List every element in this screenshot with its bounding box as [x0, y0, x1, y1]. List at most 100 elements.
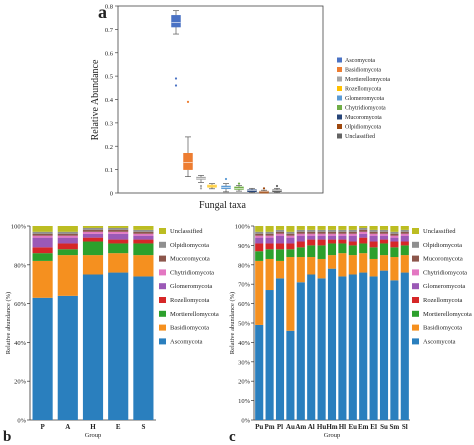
- c-bar-al-chytridiomycota: [307, 233, 316, 236]
- outlier-mortierellomycota: [199, 187, 203, 190]
- c-bar-sl-mortierellomycota: [400, 245, 409, 256]
- c-y-tick-label: 0%: [241, 418, 250, 425]
- b-bar-e-basidiomycota: [108, 253, 129, 273]
- b-x-tick-label: E: [116, 423, 121, 431]
- c-legend-swatch-glomeromycota: [412, 283, 419, 290]
- outlier-chytridiomycota: [237, 182, 241, 185]
- c-bar-su-mortierellomycota: [379, 243, 389, 256]
- y-tick-label: 0.3: [105, 120, 113, 127]
- b-bar-e-chytridiomycota: [108, 231, 129, 234]
- c-y-tick-label: 60%: [238, 301, 251, 308]
- legend-label-glomeromycota: Glomeromycota: [345, 96, 384, 102]
- c-legend-swatch-unclassified: [412, 228, 419, 234]
- b-bar-s-unclassified: [133, 226, 154, 230]
- outlier-ascomycota: [174, 84, 178, 87]
- b-bar-a-basidiomycota: [57, 255, 78, 296]
- c-bar-sl-unclassified: [400, 226, 409, 230]
- c-x-tick-label: Al: [308, 423, 315, 431]
- c-legend-label-unclassified: Unclassified: [423, 228, 456, 235]
- c-bar-pu-ascomycota: [255, 324, 264, 420]
- c-bar-pu-mucoromycota: [255, 233, 264, 236]
- c-bar-em-mucoromycota: [359, 229, 368, 232]
- c-bar-au-basidiomycota: [286, 257, 295, 331]
- c-bar-pl-chytridiomycota: [275, 233, 285, 236]
- b-x-axis-label: Group: [85, 432, 102, 439]
- c-bar-am-unclassified: [296, 226, 305, 230]
- c-legend-label-basidiomycota: Basidiomycota: [423, 325, 462, 332]
- c-legend-swatch-basidiomycota: [412, 324, 419, 331]
- c-bar-el-chytridiomycota: [369, 233, 378, 236]
- b-bar-a-olpidiomycota: [57, 231, 78, 234]
- c-bar-pm-mortierellomycota: [265, 249, 274, 259]
- legend-label-unclassified: Unclassified: [345, 133, 375, 140]
- c-bar-su-ascomycota: [379, 270, 389, 420]
- y-axis-label: Relative Abundance: [90, 59, 101, 140]
- c-bar-hu-ascomycota: [317, 278, 326, 420]
- b-bar-p-unclassified: [32, 226, 53, 232]
- b-bar-a-mortierellomycota: [57, 249, 78, 256]
- c-bar-au-olpidiomycota: [286, 231, 295, 234]
- c-bar-hm-ascomycota: [327, 268, 337, 420]
- b-legend-label-olpidiomycota: Olpidiomycota: [170, 242, 209, 249]
- c-bar-hl-olpidiomycota: [338, 229, 347, 232]
- b-bar-s-olpidiomycota: [133, 229, 154, 232]
- y-tick-label: 0.8: [105, 4, 113, 11]
- outlier-olpidiomycota: [262, 187, 266, 190]
- c-bar-pl-unclassified: [275, 226, 285, 230]
- c-legend-label-chytridiomycota: Chytridiomycota: [423, 269, 467, 276]
- c-bar-pu-chytridiomycota: [255, 235, 264, 238]
- outlier-glomeromycota: [224, 177, 228, 181]
- legend-swatch-olpidiomycota: [337, 124, 342, 129]
- c-bar-el-olpidiomycota: [369, 229, 378, 232]
- c-bar-el-ascomycota: [369, 276, 378, 420]
- b-bar-a-rozellomycota: [57, 243, 78, 250]
- c-bar-au-unclassified: [286, 226, 295, 232]
- legend-label-mortierellomycota: Mortierellomycota: [345, 77, 390, 83]
- b-y-tick-label: 0%: [17, 418, 26, 425]
- b-bar-e-ascomycota: [108, 272, 129, 420]
- c-bar-pl-mucoromycota: [275, 231, 285, 234]
- b-x-tick-label: P: [40, 423, 45, 431]
- c-bar-sm-ascomycota: [390, 280, 399, 420]
- panel-c-stacked-bar: 0%10%20%30%40%50%60%70%80%90%100%Pu Pm Pl A…: [229, 224, 472, 445]
- c-bar-eu-rozellomycota: [348, 241, 357, 246]
- b-y-tick-label: 40%: [14, 340, 27, 347]
- c-y-tick-label: 10%: [238, 398, 251, 405]
- y-tick-label: 0.7: [105, 27, 114, 34]
- c-bar-hm-mucoromycota: [327, 231, 337, 234]
- c-bar-eu-unclassified: [348, 226, 357, 230]
- c-bar-sm-mucoromycota: [390, 233, 399, 236]
- c-bar-al-unclassified: [307, 226, 316, 230]
- b-legend-swatch-glomeromycota: [159, 283, 166, 290]
- y-tick-label: 0.4: [105, 97, 114, 104]
- b-bar-e-mucoromycota: [108, 229, 129, 232]
- c-x-tick-label: Au: [286, 423, 295, 431]
- y-tick-label: 0.1: [105, 167, 113, 174]
- c-bar-hm-mortierellomycota: [327, 243, 337, 256]
- c-x-tick-label: El: [370, 423, 377, 431]
- c-bar-hm-olpidiomycota: [327, 229, 337, 232]
- c-bar-hu-chytridiomycota: [317, 233, 326, 236]
- b-bar-a-ascomycota: [57, 295, 78, 420]
- c-bar-eu-chytridiomycota: [348, 233, 357, 236]
- c-bar-em-unclassified: [359, 226, 368, 228]
- panel-a-plot-frame: [117, 5, 324, 194]
- b-bar-h-rozellomycota: [82, 237, 104, 242]
- c-legend-swatch-chytridiomycota: [412, 269, 419, 276]
- c-bar-em-basidiomycota: [359, 253, 368, 273]
- c-bar-am-olpidiomycota: [296, 229, 305, 232]
- legend-swatch-glomeromycota: [337, 95, 342, 101]
- c-legend-label-olpidiomycota: Olpidiomycota: [423, 242, 462, 249]
- c-bar-eu-mortierellomycota: [348, 245, 357, 256]
- b-legend-swatch-unclassified: [159, 228, 166, 234]
- c-y-tick-label: 90%: [238, 243, 251, 250]
- c-bar-pu-olpidiomycota: [255, 231, 264, 234]
- c-bar-al-mucoromycota: [307, 231, 316, 234]
- c-legend-label-mucoromycota: Mucoromycota: [423, 256, 463, 263]
- b-legend-label-glomeromycota: Glomeromycota: [170, 283, 212, 290]
- b-x-tick-label: A: [65, 423, 70, 431]
- b-bar-s-glomeromycota: [133, 235, 154, 240]
- b-bar-a-chytridiomycota: [57, 235, 78, 238]
- c-bar-sl-rozellomycota: [400, 241, 409, 246]
